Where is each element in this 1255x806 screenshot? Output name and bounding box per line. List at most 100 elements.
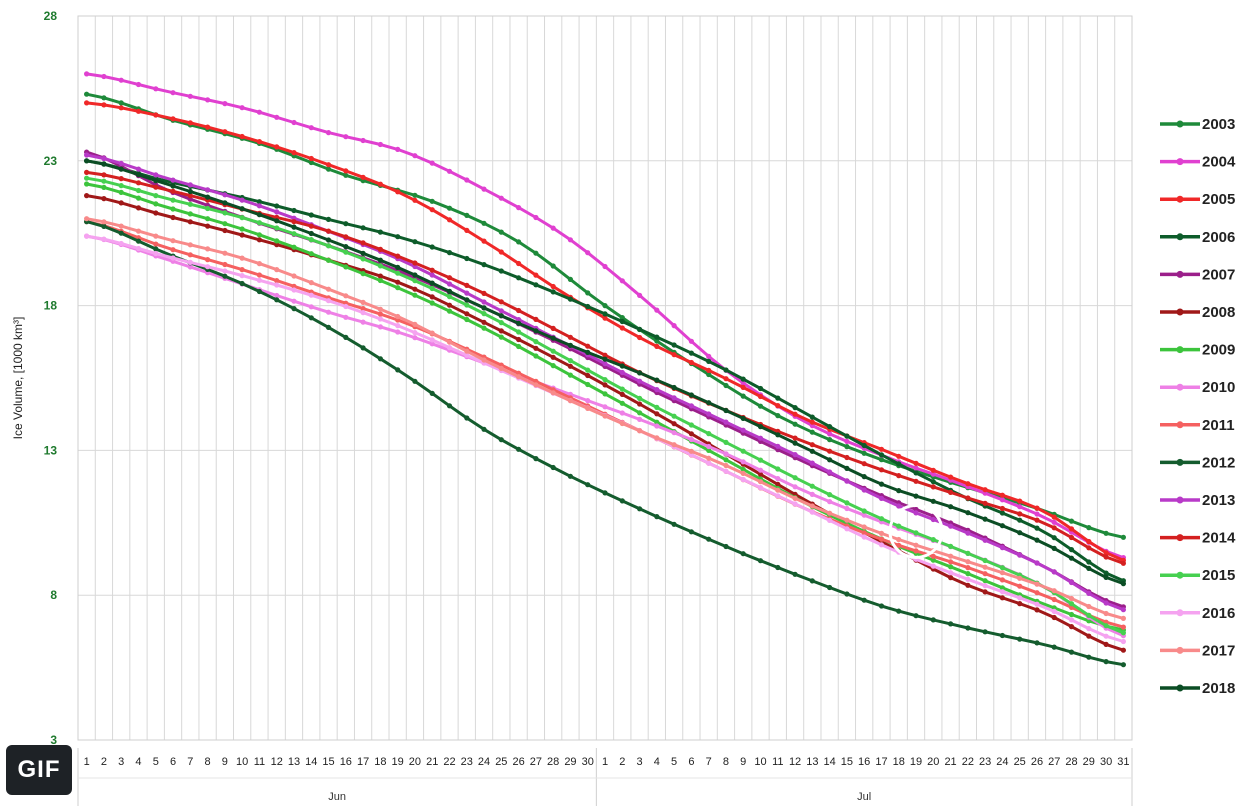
data-point: [896, 461, 902, 467]
data-point: [360, 310, 366, 316]
data-point: [1086, 590, 1092, 597]
legend-marker: [1176, 458, 1184, 466]
data-point: [585, 343, 591, 349]
data-point: [429, 330, 435, 336]
data-point: [222, 273, 228, 279]
data-point: [308, 212, 314, 218]
data-point: [464, 348, 470, 354]
data-point: [982, 564, 988, 570]
legend-item: 2011: [1160, 417, 1235, 434]
data-point: [343, 303, 349, 310]
legend-item: 2008: [1160, 304, 1235, 321]
data-point: [913, 613, 919, 619]
data-point: [274, 242, 280, 248]
data-point: [533, 339, 539, 345]
data-point: [1120, 534, 1126, 540]
data-point: [1051, 535, 1057, 541]
data-point: [498, 229, 504, 235]
data-point: [464, 415, 470, 421]
data-point: [844, 591, 850, 597]
data-point: [550, 390, 556, 396]
data-point: [948, 543, 954, 550]
y-axis-label: Ice Volume, [1000 km³]: [11, 317, 25, 440]
data-point: [948, 570, 954, 576]
data-point: [982, 557, 988, 564]
data-point: [135, 228, 142, 234]
data-point: [1051, 514, 1057, 520]
data-point: [844, 517, 850, 523]
data-point: [274, 267, 280, 273]
legend-marker: [1176, 534, 1184, 542]
data-point: [1017, 583, 1023, 589]
x-tick-label: 28: [1065, 756, 1077, 768]
x-tick-label: 4: [135, 756, 141, 768]
x-tick-label: 13: [288, 756, 300, 768]
data-point: [1120, 560, 1126, 566]
data-point: [688, 392, 695, 398]
x-tick-label: 5: [153, 756, 159, 768]
data-point: [412, 153, 418, 159]
data-point: [567, 363, 574, 369]
data-point: [101, 178, 107, 184]
data-point: [948, 559, 954, 565]
data-point: [516, 446, 522, 452]
data-point: [861, 512, 867, 518]
data-point: [930, 467, 936, 473]
x-tick-label: 3: [636, 756, 642, 768]
data-point: [706, 431, 712, 437]
data-point: [481, 426, 487, 432]
data-point: [1034, 537, 1040, 543]
data-point: [308, 230, 314, 237]
series-line: [86, 220, 1124, 667]
data-point: [187, 211, 193, 217]
data-point: [101, 155, 107, 162]
data-point: [395, 313, 401, 320]
data-point: [757, 385, 764, 392]
legend-label: 2018: [1202, 680, 1235, 697]
x-tick-label: 4: [654, 756, 660, 768]
data-point: [602, 413, 608, 419]
legend-marker: [1176, 646, 1184, 654]
data-point: [567, 296, 574, 302]
legend-marker: [1176, 571, 1184, 579]
data-point: [274, 278, 280, 284]
data-point: [999, 505, 1006, 512]
data-point: [688, 422, 695, 428]
data-point: [1034, 505, 1040, 511]
x-tick-label: 20: [927, 756, 939, 768]
data-point: [913, 548, 919, 554]
data-point: [1068, 534, 1075, 541]
data-point: [360, 250, 366, 256]
data-point: [118, 189, 124, 195]
legend-item: 2016: [1160, 605, 1235, 622]
legend-label: 2006: [1202, 229, 1235, 246]
x-tick-label: 11: [772, 756, 783, 768]
x-tick-label: 7: [187, 756, 193, 768]
data-point: [343, 244, 349, 250]
data-point: [792, 571, 798, 577]
data-point: [429, 198, 435, 204]
legend-label: 2005: [1202, 191, 1235, 208]
data-point: [84, 181, 90, 187]
data-point: [84, 216, 90, 222]
data-point: [809, 509, 815, 515]
data-point: [239, 226, 245, 232]
y-tick-label: 8: [50, 588, 57, 602]
legend-label: 2014: [1202, 530, 1236, 547]
data-point: [982, 629, 988, 635]
data-point: [602, 404, 608, 410]
data-point: [550, 464, 556, 471]
data-point: [775, 413, 781, 419]
data-point: [809, 503, 815, 509]
data-point: [671, 323, 677, 329]
data-point: [446, 168, 453, 174]
data-point: [948, 575, 954, 581]
data-point: [412, 286, 418, 292]
data-point: [1034, 511, 1040, 517]
data-point: [412, 197, 418, 203]
legend-label: 2015: [1202, 567, 1235, 584]
data-point: [861, 461, 867, 467]
data-point: [533, 382, 539, 388]
data-point: [135, 187, 142, 194]
data-point: [550, 363, 556, 369]
